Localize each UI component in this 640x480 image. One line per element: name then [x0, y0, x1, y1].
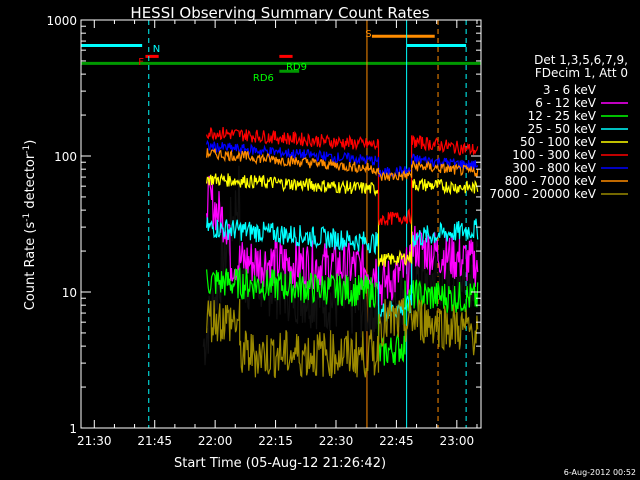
y-axis-label: Count Rate (s-1 detector-1): [22, 140, 38, 311]
legend-entry-label: 6 - 12 keV: [535, 96, 597, 110]
legend-entry-label: 300 - 800 keV: [512, 161, 596, 175]
legend-entry-label: 50 - 100 keV: [520, 135, 597, 149]
footer-date: 6-Aug-2012 00:52: [564, 468, 636, 477]
x-axis-label: Start Time (05-Aug-12 21:26:42): [174, 456, 386, 471]
x-tick-label: 22:30: [319, 434, 354, 448]
legend-entry-label: 800 - 7000 keV: [505, 174, 597, 188]
chart-title: HESSI Observing Summary Count Rates: [130, 4, 429, 22]
flag-label: RD6: [253, 73, 274, 84]
y-tick-label: 100: [54, 150, 77, 164]
series-line: [206, 148, 479, 182]
x-tick-label: 21:45: [137, 434, 172, 448]
series-line: [206, 217, 479, 324]
x-tick-label: 22:15: [258, 434, 293, 448]
series-line: [206, 267, 479, 366]
series-line: [206, 173, 479, 267]
plot-frame: [80, 19, 482, 429]
legend-entry-label: 100 - 300 keV: [512, 148, 596, 162]
legend-header-1: Det 1,3,5,6,7,9,: [534, 53, 628, 67]
x-tick-label: 22:00: [198, 434, 233, 448]
x-tick-label: 22:45: [379, 434, 414, 448]
legend-header-2: FDecim 1, Att 0: [535, 66, 628, 80]
x-axis-ticks: 21:30 21:45 22:00 22:15 22:30 22:45 23:00: [77, 20, 478, 448]
y-tick-label: 1000: [46, 14, 77, 28]
flag-label: S: [365, 29, 371, 40]
legend-entry-label: 25 - 50 keV: [528, 122, 597, 136]
series-line: [206, 139, 479, 179]
flag-label-layer: NF RD9 RD6 S: [138, 29, 371, 84]
series-line: [206, 175, 479, 307]
y-tick-label: 10: [62, 286, 77, 300]
flag-label: N: [153, 44, 160, 55]
series-layer: [202, 127, 479, 379]
flag-label: F: [138, 57, 144, 68]
legend-entry-label: 3 - 6 keV: [543, 83, 597, 97]
legend-entry-label: 12 - 25 keV: [528, 109, 597, 123]
legend: Det 1,3,5,6,7,9, FDecim 1, Att 0 3 - 6 k…: [489, 53, 628, 201]
series-line: [206, 127, 479, 227]
x-tick-label: 21:30: [77, 434, 112, 448]
series-line: [206, 298, 479, 379]
flag-label: RD9: [286, 62, 307, 73]
x-tick-label: 23:00: [440, 434, 475, 448]
legend-entry-label: 7000 - 20000 keV: [489, 187, 596, 201]
y-tick-label: 1: [69, 422, 77, 436]
y-axis-ticks: 1 10 100 1000: [46, 14, 481, 436]
flag-layer: [81, 34, 481, 73]
